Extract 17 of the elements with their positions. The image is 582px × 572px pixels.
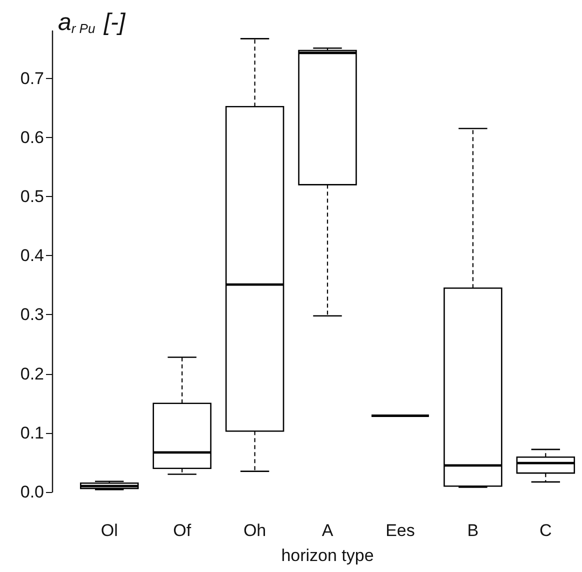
y-axis-title: ar Pu [-] — [58, 9, 127, 36]
y-tick-label: 0.5 — [20, 186, 44, 206]
x-tick-label: Oh — [243, 521, 266, 540]
x-tick-label: Of — [173, 521, 192, 540]
y-tick-label: 0.2 — [20, 364, 44, 384]
y-tick-label: 0.3 — [20, 305, 44, 324]
y-tick-label: 0.6 — [20, 128, 44, 147]
x-tick-label: A — [322, 521, 334, 540]
x-tick-label: Ol — [100, 521, 118, 540]
y-tick-label: 0.7 — [20, 68, 44, 88]
x-axis-title: horizon type — [281, 546, 374, 565]
x-tick-label: B — [467, 521, 479, 540]
x-tick-label: C — [540, 521, 552, 540]
y-tick-label: 0.1 — [20, 423, 44, 442]
x-tick-label: Ees — [386, 521, 415, 540]
y-tick-label: 0.0 — [20, 482, 44, 502]
y-tick-label: 0.4 — [20, 246, 44, 266]
